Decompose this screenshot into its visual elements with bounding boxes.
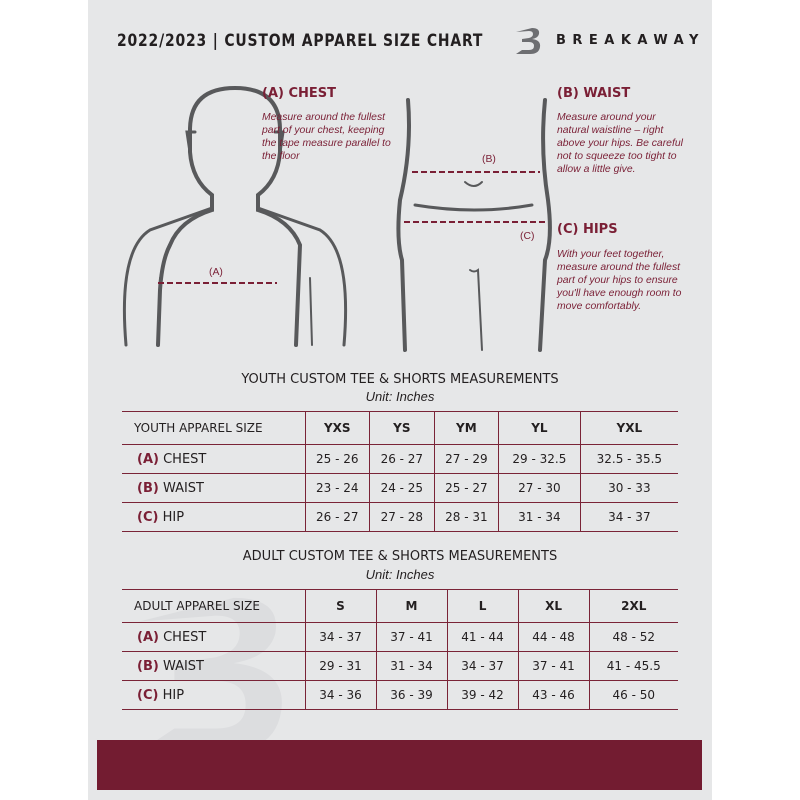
adult-size-table: ADULT APPAREL SIZE S M L XL 2XL (A) CHES… (122, 589, 678, 710)
cell: 27 - 29 (433, 444, 499, 474)
table-row: (A) CHEST 25 - 26 26 - 27 27 - 29 29 - 32.5… (122, 444, 678, 474)
row-name: WAIST (162, 658, 205, 674)
table-header-row: YOUTH APPAREL SIZE YXS YS YM YL YXL (122, 411, 678, 445)
header-cell: L (446, 589, 519, 623)
header-cell: YXS (304, 411, 370, 445)
row-label: (A) CHEST (122, 444, 305, 474)
footer-band (97, 740, 702, 790)
cell: 43 - 46 (517, 680, 590, 710)
row-letter: (C) (137, 687, 159, 703)
upper-body-figure (122, 85, 348, 347)
row-name: CHEST (163, 629, 207, 645)
cell: 28 - 31 (433, 502, 499, 532)
cell: 34 - 37 (579, 502, 678, 532)
waist-description: Measure around your natural waistline – … (557, 112, 683, 175)
row-label: (B) WAIST (122, 473, 305, 503)
header-cell: YM (433, 411, 499, 445)
row-name: WAIST (162, 480, 205, 496)
row-letter: (A) (137, 451, 159, 467)
row-letter: (B) (137, 480, 159, 496)
youth-unit: Unit: Inches (365, 389, 435, 404)
row-label: (C) HIP (122, 680, 305, 710)
row-label: (B) WAIST (122, 651, 305, 681)
header-cell: ADULT APPAREL SIZE (122, 589, 305, 623)
header-cell: YOUTH APPAREL SIZE (122, 411, 305, 445)
cell: 27 - 30 (498, 473, 581, 503)
cell: 39 - 42 (446, 680, 519, 710)
chest-description: Measure around the fullest part of your … (262, 112, 391, 162)
waist-marker: (B) (482, 154, 496, 165)
brand-name: BREAKAWAY (556, 33, 705, 48)
table-row: (A) CHEST 34 - 37 37 - 41 41 - 44 44 - 48 48… (122, 622, 678, 652)
hips-heading: (C) HIPS (557, 222, 618, 237)
body-figures (122, 85, 552, 352)
header-cell: YXL (579, 411, 678, 445)
youth-size-table: YOUTH APPAREL SIZE YXS YS YM YL YXL (A) … (122, 411, 678, 532)
cell: 23 - 24 (304, 473, 370, 503)
cell: 41 - 45.5 (588, 651, 678, 681)
row-label: (C) HIP (122, 502, 305, 532)
header-cell: XL (517, 589, 590, 623)
cell: 44 - 48 (517, 622, 590, 652)
cell: 37 - 41 (517, 651, 590, 681)
row-name: HIP (162, 509, 185, 525)
cell: 32.5 - 35.5 (579, 444, 678, 474)
header-cell: M (375, 589, 448, 623)
cell: 26 - 27 (369, 444, 435, 474)
chest-marker: (A) (209, 267, 223, 278)
table-row: (B) WAIST 23 - 24 24 - 25 25 - 27 27 - 30 30… (122, 473, 678, 503)
hips-marker: (C) (520, 231, 535, 242)
lower-body-figure (396, 98, 552, 352)
cell: 29 - 31 (304, 651, 377, 681)
chest-heading: (A) CHEST (262, 86, 337, 101)
header-cell: 2XL (588, 589, 678, 623)
row-letter: (C) (137, 509, 159, 525)
cell: 26 - 27 (304, 502, 370, 532)
hips-description: With your feet together, measure around … (557, 249, 682, 312)
row-name: CHEST (163, 451, 207, 467)
table-row: (C) HIP 34 - 36 36 - 39 39 - 42 43 - 46 46 -… (122, 680, 678, 710)
table-row: (C) HIP 26 - 27 27 - 28 28 - 31 31 - 34 34 -… (122, 502, 678, 532)
cell: 37 - 41 (375, 622, 448, 652)
adult-section-title: ADULT CUSTOM TEE & SHORTS MEASUREMENTS (242, 549, 558, 564)
header-cell: S (304, 589, 377, 623)
row-name: HIP (162, 687, 185, 703)
cell: 29 - 32.5 (498, 444, 581, 474)
cell: 30 - 33 (579, 473, 678, 503)
table-row: (B) WAIST 29 - 31 31 - 34 34 - 37 37 - 41 41… (122, 651, 678, 681)
cell: 25 - 27 (433, 473, 499, 503)
header-cell: YS (369, 411, 435, 445)
cell: 41 - 44 (446, 622, 519, 652)
row-letter: (B) (137, 658, 159, 674)
cell: 36 - 39 (375, 680, 448, 710)
page-title: 2022/2023 | CUSTOM APPAREL SIZE CHART (117, 31, 484, 51)
cell: 24 - 25 (369, 473, 435, 503)
adult-unit: Unit: Inches (365, 567, 435, 582)
cell: 31 - 34 (498, 502, 581, 532)
row-letter: (A) (137, 629, 159, 645)
youth-section-title: YOUTH CUSTOM TEE & SHORTS MEASUREMENTS (241, 372, 559, 387)
cell: 48 - 52 (588, 622, 678, 652)
cell: 31 - 34 (375, 651, 448, 681)
table-header-row: ADULT APPAREL SIZE S M L XL 2XL (122, 589, 678, 623)
header-cell: YL (498, 411, 581, 445)
cell: 25 - 26 (304, 444, 370, 474)
cell: 46 - 50 (588, 680, 678, 710)
cell: 34 - 37 (446, 651, 519, 681)
breakaway-logo-icon (516, 28, 541, 54)
row-label: (A) CHEST (122, 622, 305, 652)
cell: 34 - 36 (304, 680, 377, 710)
cell: 27 - 28 (369, 502, 435, 532)
cell: 34 - 37 (304, 622, 377, 652)
waist-heading: (B) WAIST (557, 86, 631, 101)
